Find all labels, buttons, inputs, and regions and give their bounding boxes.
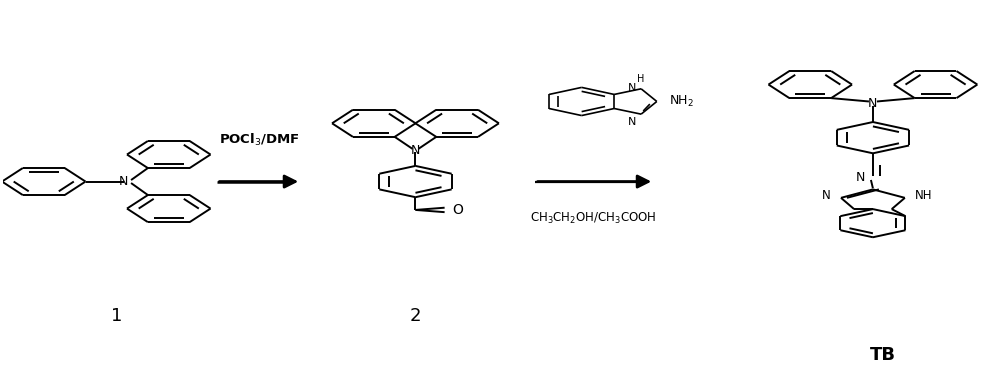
Text: H: H: [637, 74, 645, 84]
Text: POCl$_3$/DMF: POCl$_3$/DMF: [219, 132, 300, 148]
Text: O: O: [453, 203, 463, 217]
Text: N: N: [868, 97, 878, 110]
Text: 2: 2: [410, 307, 421, 325]
Text: 1: 1: [111, 307, 123, 325]
Text: N: N: [856, 171, 865, 184]
Text: NH$_2$: NH$_2$: [669, 94, 694, 109]
Text: CH$_3$CH$_2$OH/CH$_3$COOH: CH$_3$CH$_2$OH/CH$_3$COOH: [530, 211, 657, 226]
Text: TB: TB: [870, 346, 896, 364]
Text: NH: NH: [915, 189, 932, 203]
Text: N: N: [118, 175, 128, 188]
Text: N: N: [822, 189, 831, 203]
Text: N: N: [411, 144, 420, 157]
Text: N: N: [628, 83, 636, 93]
Text: N: N: [628, 117, 636, 127]
